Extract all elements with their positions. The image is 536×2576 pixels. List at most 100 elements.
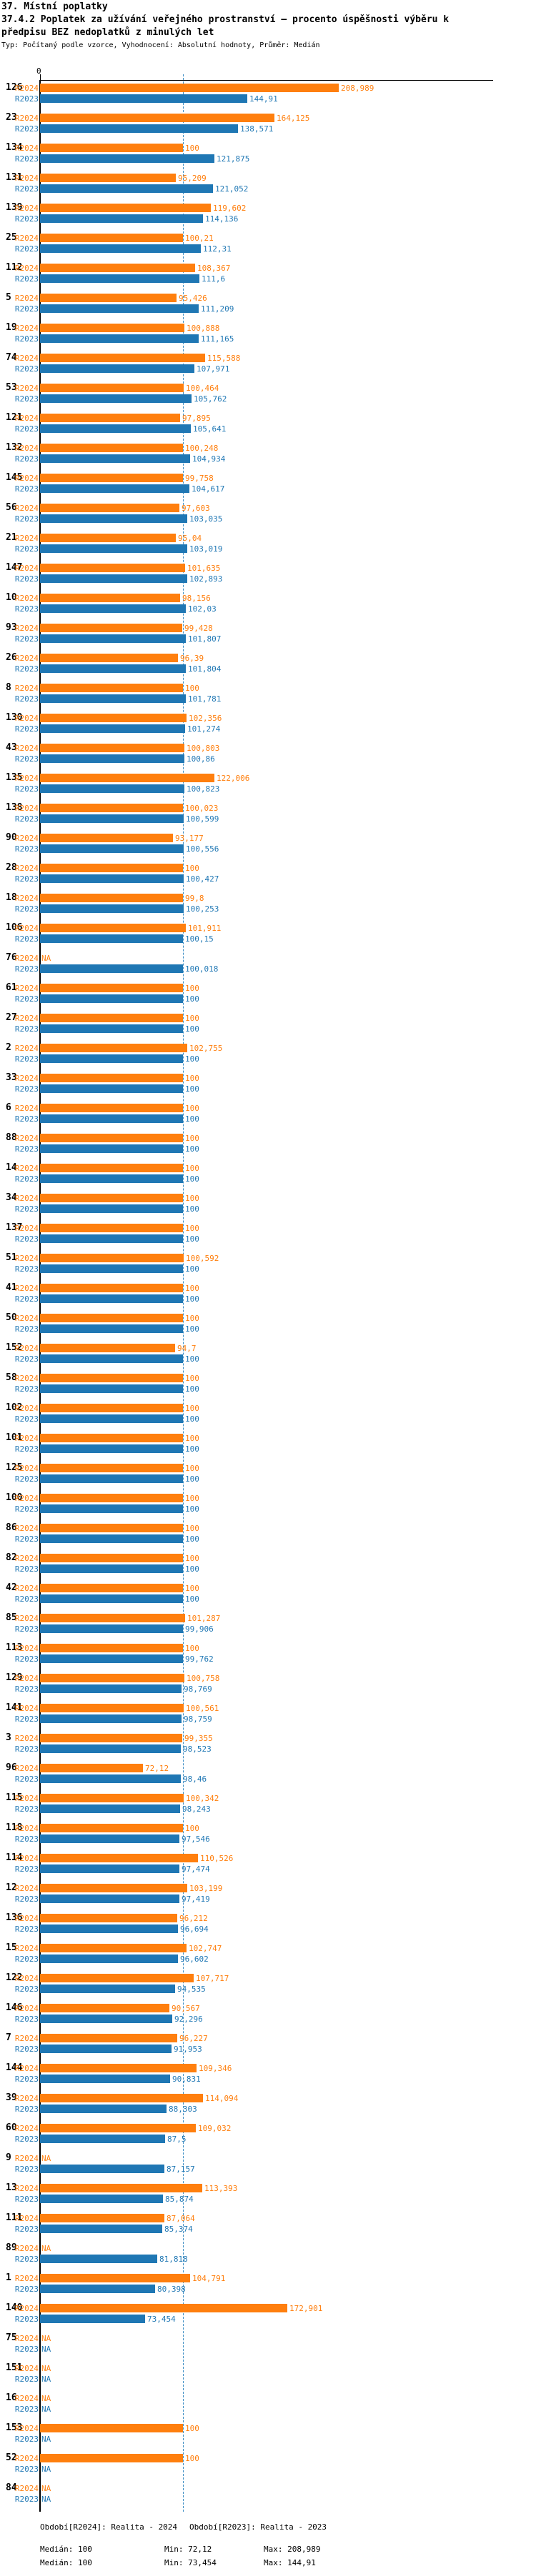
- bar-r2024: [40, 1974, 194, 1982]
- bar-row-r2024: R2024 100: [0, 1404, 536, 1413]
- series-label-r2024: R2024: [14, 2244, 39, 2253]
- series-label-r2024: R2024: [14, 1944, 39, 1953]
- bar-row-r2023: R2023 87,157: [0, 2165, 536, 2174]
- bar-row-r2024: R2024 122,006: [0, 774, 536, 783]
- bar-value-label: 96,602: [180, 1955, 209, 1964]
- chart-group: 113 R2024 100 R2023 99,762: [0, 1643, 536, 1664]
- chart-group: 152 R2024 94,7 R2023 100: [0, 1343, 536, 1364]
- bar-row-r2023: R2023 97,474: [0, 1864, 536, 1874]
- series-label-r2023: R2023: [14, 1804, 39, 1814]
- bar-r2023: [40, 1354, 183, 1363]
- bar-r2023: [40, 1894, 179, 1903]
- bar-row-r2024: R2024 100,758: [0, 1674, 536, 1683]
- bar-value-label: 99,8: [185, 894, 204, 903]
- bar-value-label: 97,603: [182, 504, 210, 513]
- bar-value-label: 111,209: [201, 304, 234, 314]
- bar-value-label: 100,253: [186, 904, 219, 914]
- bar-row-r2024: R2024 100: [0, 1314, 536, 1323]
- bar-value-label: 100: [185, 984, 199, 993]
- bar-row-r2024: R2024 100: [0, 1554, 536, 1563]
- series-label-r2024: R2024: [14, 2424, 39, 2433]
- bar-row-r2023: R2023 100: [0, 994, 536, 1004]
- bar-r2024: [40, 564, 185, 572]
- group-id-label: 5: [6, 292, 11, 303]
- series-label-r2024: R2024: [14, 1704, 39, 1713]
- bar-row-r2023: R2023 121,875: [0, 154, 536, 164]
- series-label-r2024: R2024: [14, 2004, 39, 2013]
- series-label-r2023: R2023: [14, 1024, 39, 1034]
- bar-r2023: [40, 784, 184, 793]
- chart-meta-info: Typ: Počítaný podle vzorce, Vyhodnocení:…: [1, 41, 320, 49]
- bar-value-label: 105,762: [194, 394, 227, 404]
- bar-value-label: 112,31: [203, 244, 232, 254]
- bar-r2024: [40, 2034, 177, 2042]
- stat-r2023-min: Min: 73,454: [164, 2558, 217, 2567]
- bar-r2024: [40, 1674, 184, 1682]
- bar-value-label: 95,04: [178, 534, 202, 543]
- bar-row-r2023: R2023 NA: [0, 2345, 536, 2354]
- bar-row-r2024: R2024 100: [0, 1524, 536, 1533]
- group-id-label: 26: [6, 652, 17, 663]
- bar-row-r2024: R2024 100: [0, 684, 536, 693]
- bar-r2023: [40, 154, 214, 163]
- bar-r2023: [40, 874, 184, 883]
- chart-group: 126 R2024 208,989 R2023 144,91: [0, 83, 536, 104]
- series-label-r2024: R2024: [14, 1794, 39, 1803]
- bar-row-r2024: R2024 100: [0, 1374, 536, 1383]
- series-label-r2024: R2024: [14, 564, 39, 573]
- bar-value-label: 100: [185, 1414, 199, 1424]
- series-label-r2023: R2023: [14, 1414, 39, 1424]
- series-label-r2024: R2024: [14, 654, 39, 663]
- bar-row-r2024: R2024 100,803: [0, 744, 536, 753]
- bar-row-r2023: R2023 100: [0, 1444, 536, 1454]
- bar-value-label: 108,367: [197, 264, 231, 273]
- bar-row-r2024: R2024 NA: [0, 2334, 536, 2343]
- bar-row-r2023: R2023 111,209: [0, 304, 536, 314]
- bar-row-r2024: R2024 NA: [0, 2484, 536, 2493]
- series-label-r2023: R2023: [14, 1654, 39, 1664]
- bar-r2023: [40, 1144, 183, 1153]
- bar-row-r2023: R2023 101,807: [0, 634, 536, 644]
- bar-r2023: [40, 574, 187, 583]
- bar-value-label: 100,248: [185, 444, 219, 453]
- series-label-r2023: R2023: [14, 844, 39, 854]
- bar-r2023: [40, 934, 183, 943]
- bar-row-r2024: R2024 100: [0, 1464, 536, 1473]
- series-label-r2024: R2024: [14, 2064, 39, 2073]
- chart-group: 141 R2024 100,561 R2023 98,759: [0, 1703, 536, 1724]
- bar-r2023: [40, 1234, 183, 1243]
- series-label-r2023: R2023: [14, 1924, 39, 1934]
- series-label-r2023: R2023: [14, 1234, 39, 1244]
- bar-value-label: 101,911: [188, 924, 222, 933]
- legend-r2023: Období[R2023]: Realita - 2023: [189, 2522, 327, 2532]
- bar-r2023: [40, 1024, 183, 1033]
- chart-group: 75 R2024 NA R2023 NA: [0, 2333, 536, 2354]
- bar-na-label: NA: [41, 2435, 51, 2444]
- bar-value-label: 100: [185, 1444, 199, 1454]
- bar-value-label: 107,971: [197, 364, 230, 374]
- series-label-r2024: R2024: [14, 1884, 39, 1893]
- chart-group: 125 R2024 100 R2023 100: [0, 1463, 536, 1484]
- series-label-r2024: R2024: [14, 1644, 39, 1653]
- series-label-r2024: R2024: [14, 324, 39, 333]
- bar-value-label: 100: [185, 1114, 199, 1124]
- bar-r2024: [40, 624, 182, 632]
- bar-row-r2023: R2023 100: [0, 1564, 536, 1574]
- bar-na-label: NA: [41, 2334, 51, 2343]
- bar-value-label: 90,567: [172, 2004, 200, 2013]
- bar-r2023: [40, 184, 213, 193]
- bar-r2023: [40, 2315, 145, 2323]
- bar-value-label: 99,428: [184, 624, 213, 633]
- bar-row-r2023: R2023 107,971: [0, 364, 536, 374]
- series-label-r2024: R2024: [14, 114, 39, 123]
- bar-r2024: [40, 1554, 183, 1562]
- bar-r2023: [40, 1294, 183, 1303]
- group-id-label: 138: [6, 802, 23, 813]
- series-label-r2023: R2023: [14, 2495, 39, 2504]
- bar-row-r2023: R2023 NA: [0, 2495, 536, 2504]
- bar-row-r2023: R2023 100,427: [0, 874, 536, 884]
- bar-r2023: [40, 1834, 179, 1843]
- chart-group: 102 R2024 100 R2023 100: [0, 1403, 536, 1424]
- bar-value-label: 87,5: [167, 2135, 187, 2144]
- bar-value-label: 115,588: [207, 354, 241, 363]
